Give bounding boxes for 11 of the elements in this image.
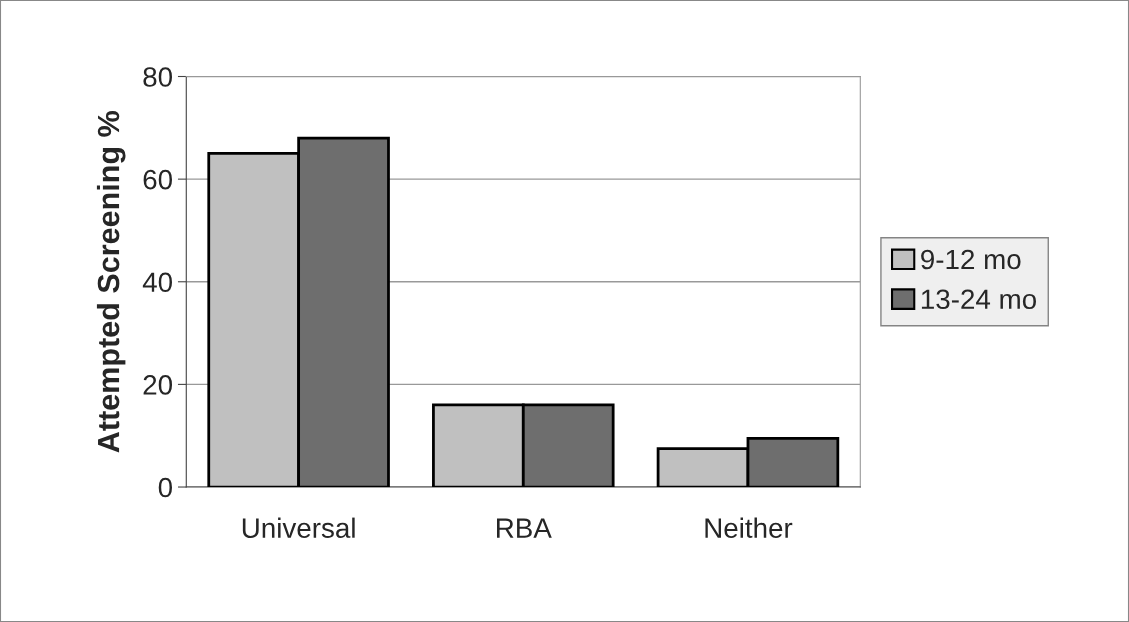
y-tick-label: 80 — [143, 67, 173, 87]
x-tick-label: Universal — [242, 517, 355, 538]
y-tick-label: 60 — [143, 169, 173, 190]
y-tick-label: 40 — [142, 272, 173, 293]
legend-label: 13-24 mo — [921, 289, 1036, 310]
y-axis-title: Attempted Screening % — [96, 111, 126, 453]
legend-label: 9-12 mo — [921, 249, 1021, 270]
x-tick-label: Neither — [705, 517, 793, 538]
y-tick-label: 0 — [158, 477, 173, 498]
y-tick-label: 20 — [143, 375, 173, 395]
x-tick-label: RBA — [497, 518, 552, 538]
